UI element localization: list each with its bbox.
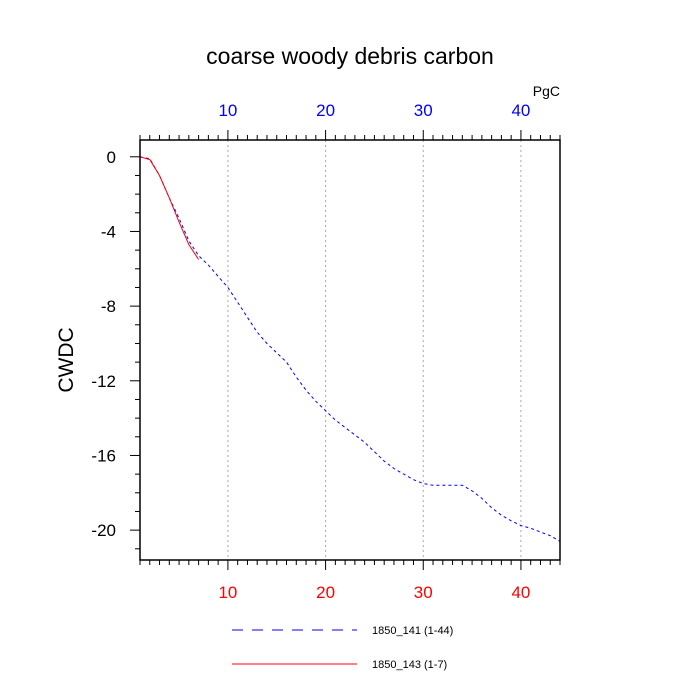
x-tick-label-bottom: 10 (218, 583, 237, 602)
legend-label-2: 1850_143 (1-7) (372, 659, 447, 671)
x-tick-label-top: 20 (316, 101, 335, 120)
x-tick-label-bottom: 20 (316, 583, 335, 602)
series-layer (139, 156, 561, 542)
x-tick-label-bottom: 30 (414, 583, 433, 602)
y-tick-label: -20 (91, 521, 116, 540)
x-tick-label-top: 10 (218, 101, 237, 120)
y-axis-label: CWDC (55, 327, 78, 392)
series-line-1850-141 (139, 156, 561, 542)
y-tick-label: -4 (101, 222, 116, 241)
grid-layer (227, 140, 522, 560)
x-tick-label-bottom: 40 (511, 583, 530, 602)
chart-title: coarse woody debris carbon (206, 43, 494, 69)
x-tick-label-top: 30 (414, 101, 433, 120)
plot-frame (139, 139, 561, 561)
series-line-1850-143 (139, 156, 200, 260)
x-tick-label-top: 40 (511, 101, 530, 120)
y-tick-label: -12 (91, 372, 116, 391)
legend: 1850_141 (1-44) 1850_143 (1-7) (232, 625, 453, 671)
legend-label-1: 1850_141 (1-44) (372, 625, 453, 637)
top-axis-unit: PgC (533, 83, 560, 99)
y-tick-label: -16 (91, 446, 116, 465)
y-tick-label: 0 (107, 148, 116, 167)
tick-layer: 10 20 30 40 10 20 30 40 0 -4 -8 -12 -16 -20 (91, 101, 561, 602)
y-tick-label: -8 (101, 297, 116, 316)
